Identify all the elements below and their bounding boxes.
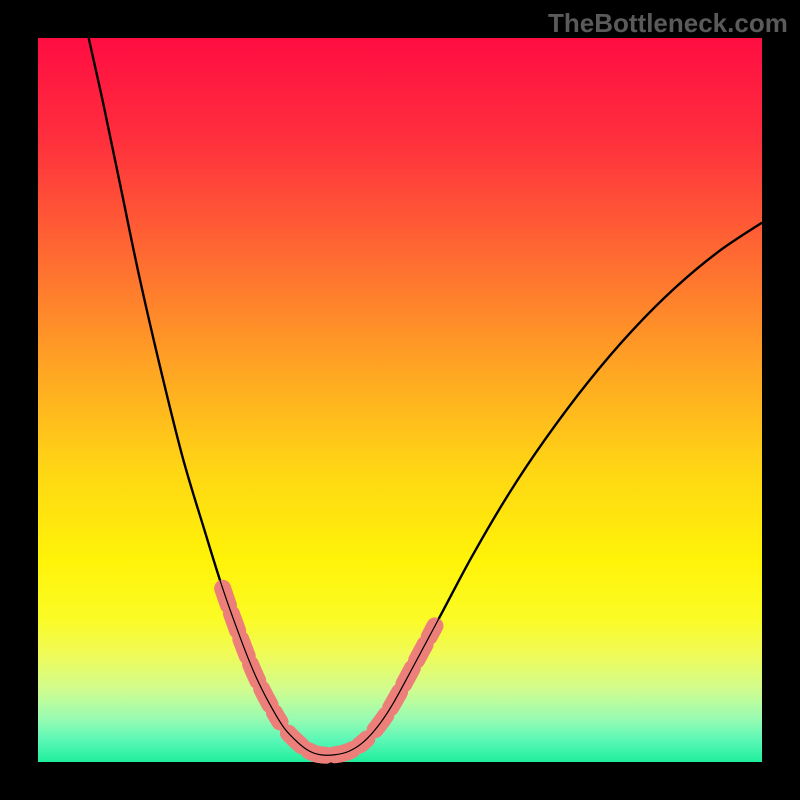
marker-segment [223, 588, 280, 722]
bottleneck-curve [38, 38, 762, 762]
chart-frame: TheBottleneck.com [0, 0, 800, 800]
plot-area [38, 38, 762, 762]
watermark-text: TheBottleneck.com [548, 8, 788, 39]
